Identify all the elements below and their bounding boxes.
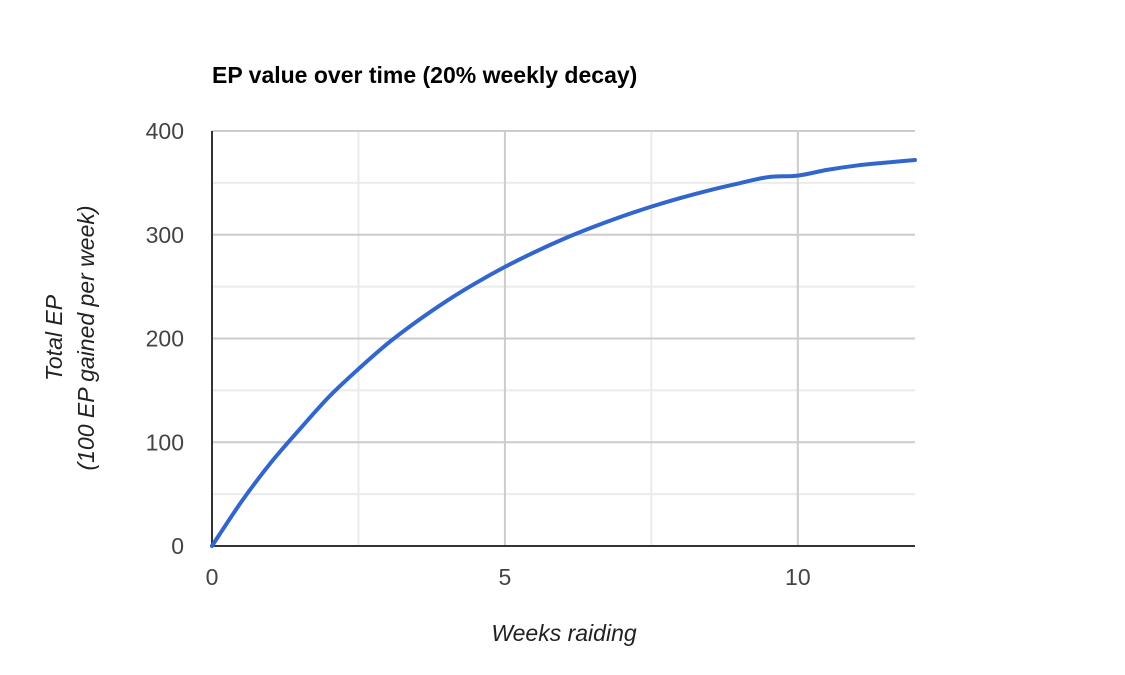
axes <box>211 131 915 547</box>
y-tick-label: 200 <box>146 326 184 352</box>
y-axis-label-line-2: (100 EP gained per week) <box>73 205 99 470</box>
y-tick-label: 300 <box>146 222 184 248</box>
series-layer <box>210 158 917 548</box>
x-tick-label: 10 <box>785 564 811 590</box>
major-gridlines <box>212 130 915 546</box>
x-tick-labels: 0 5 10 <box>206 564 811 590</box>
x-axis-label: Weeks raiding <box>491 620 637 646</box>
y-tick-label: 400 <box>146 118 184 144</box>
y-tick-labels: 0 100 200 300 400 <box>146 118 184 559</box>
x-tick-label: 5 <box>499 564 512 590</box>
series-line <box>210 158 917 548</box>
y-axis-label-line-1: Total EP <box>41 294 67 381</box>
chart-title: EP value over time (20% weekly decay) <box>212 62 637 88</box>
y-tick-label: 0 <box>171 533 184 559</box>
y-tick-label: 100 <box>146 429 184 455</box>
y-axis-label: Total EP (100 EP gained per week) <box>41 205 99 470</box>
x-tick-label: 0 <box>206 564 219 590</box>
